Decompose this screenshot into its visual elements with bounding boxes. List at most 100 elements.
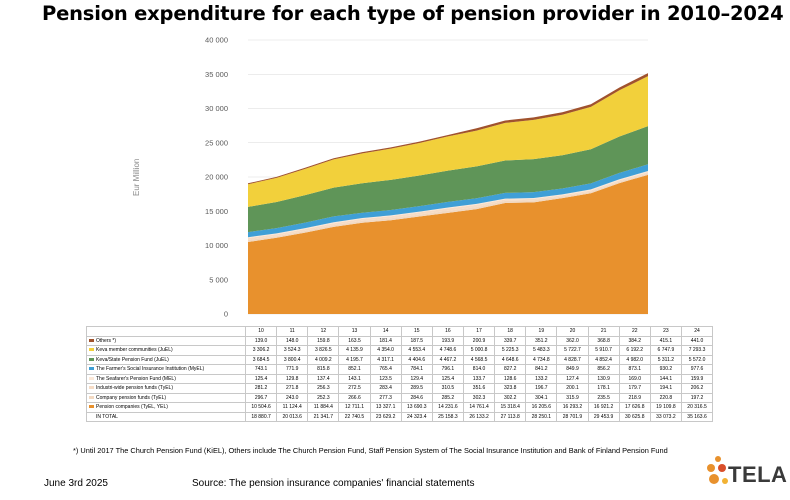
legend-label: Others *) <box>96 337 117 344</box>
x-tick-label: 17 <box>462 326 496 337</box>
data-value-cell: 125.4 <box>431 373 464 384</box>
data-value-cell: 339.7 <box>494 335 527 346</box>
data-value-cell: 827.2 <box>494 364 527 375</box>
series-area <box>248 126 648 233</box>
data-value-cell: 277.3 <box>369 392 402 403</box>
x-tick-label: 19 <box>525 326 558 337</box>
data-value-cell: 200.1 <box>556 383 589 394</box>
data-value-cell: 302.2 <box>494 392 527 403</box>
y-tick-label: 15 000 <box>205 207 228 216</box>
data-value-cell: 13 690.3 <box>400 402 433 413</box>
data-value-cell: 4 828.7 <box>556 354 589 365</box>
data-value-cell: 4 317.1 <box>369 354 402 365</box>
data-value-cell: 771.9 <box>276 364 309 375</box>
y-tick-label: 35 000 <box>205 70 228 79</box>
data-value-cell: 4 734.8 <box>525 354 558 365</box>
data-value-cell: 283.4 <box>369 383 402 394</box>
data-value-cell: 16 293.2 <box>556 402 589 413</box>
table-row: Others *) 139.0 148.0 159.8 163.5 181.4 187.5 1… <box>86 335 714 346</box>
data-value-cell: 415.1 <box>649 335 682 346</box>
date-label: June 3rd 2025 <box>44 478 108 489</box>
total-value-cell: 28 701.9 <box>556 411 589 422</box>
data-value-cell: 6 192.2 <box>618 345 651 356</box>
data-value-cell: 143.1 <box>338 373 371 384</box>
data-value-cell: 351.6 <box>462 383 496 394</box>
legend-entry: Others *) <box>86 335 246 346</box>
data-value-cell: 179.7 <box>618 383 651 394</box>
data-value-cell: 441.0 <box>680 335 714 346</box>
y-tick-label: 30 000 <box>205 104 228 113</box>
series-area <box>248 164 648 238</box>
data-value-cell: 4 568.5 <box>462 354 496 365</box>
data-value-cell: 10 504.6 <box>244 402 278 413</box>
total-value-cell: 35 163.6 <box>680 411 714 422</box>
table-row: Industri-wide pension funds (TyEL) 281.2 2… <box>86 383 714 394</box>
series-area <box>248 170 648 239</box>
footnote: *) Until 2017 The Church Pension Fund (K… <box>73 446 668 455</box>
total-value-cell: 30 625.8 <box>618 411 651 422</box>
data-value-cell: 15 318.4 <box>494 402 527 413</box>
legend-swatch <box>89 338 94 342</box>
data-value-cell: 5 000.8 <box>462 345 496 356</box>
data-value-cell: 169.0 <box>618 373 651 384</box>
data-value-cell: 852.1 <box>338 364 371 375</box>
x-tick-label: 22 <box>618 326 651 337</box>
data-value-cell: 14 231.6 <box>431 402 464 413</box>
data-value-cell: 272.5 <box>338 383 371 394</box>
data-value-cell: 3 684.5 <box>244 354 278 365</box>
data-value-cell: 281.2 <box>244 383 278 394</box>
total-value-cell: 20 013.6 <box>276 411 309 422</box>
table-row: Company pension funds (TyEL) 296.7 243.0 25… <box>86 392 714 403</box>
data-value-cell: 296.7 <box>244 392 278 403</box>
logo-dots-icon <box>707 456 728 484</box>
data-value-cell: 14 761.4 <box>462 402 496 413</box>
total-label: IN TOTAL <box>86 411 246 422</box>
data-value-cell: 814.0 <box>462 364 496 375</box>
data-value-cell: 178.1 <box>587 383 620 394</box>
table-row: The Farmer's Social Insurance Institutio… <box>86 364 714 375</box>
total-value-cell: 24 323.4 <box>400 411 433 422</box>
series-area <box>248 76 648 207</box>
data-value-cell: 815.8 <box>307 364 340 375</box>
x-tick-label: 16 <box>431 326 464 337</box>
legend-label: Industri-wide pension funds (TyEL) <box>96 385 173 391</box>
data-value-cell: 4 553.4 <box>400 345 433 356</box>
total-value-cell: 22 740.5 <box>338 411 371 422</box>
x-tick-label: 12 <box>307 326 340 337</box>
legend-swatch <box>89 357 94 361</box>
y-axis-ticks: 0 5 000 10 000 15 000 20 000 25 000 30 000 35 0… <box>205 36 228 319</box>
data-value-cell: 362.0 <box>556 335 589 346</box>
data-value-cell: 4 648.6 <box>494 354 527 365</box>
data-value-cell: 7 293.3 <box>680 345 714 356</box>
y-tick-label: 25 000 <box>205 138 228 147</box>
series-area <box>248 173 648 243</box>
data-value-cell: 266.6 <box>338 392 371 403</box>
source-label: Source: The pension insurance companies'… <box>192 478 475 489</box>
data-value-cell: 285.2 <box>431 392 464 403</box>
table-row: Pension companies (TyEL, YEL) 10 504.6 11 … <box>86 402 714 413</box>
data-value-cell: 163.5 <box>338 335 371 346</box>
data-value-cell: 243.0 <box>276 392 309 403</box>
data-value-cell: 139.0 <box>244 335 278 346</box>
data-value-cell: 130.9 <box>587 373 620 384</box>
data-value-cell: 193.9 <box>431 335 464 346</box>
table-header-row: 10 11 12 13 14 15 16 17 18 19 20 21 22 23 24 <box>86 326 714 337</box>
legend-entry: Pension companies (TyEL, YEL) <box>86 402 246 413</box>
data-value-cell: 4 467.2 <box>431 354 464 365</box>
legend-label: The Seafarer's Pension Fund (MEL) <box>96 375 176 382</box>
data-value-cell: 849.9 <box>556 364 589 375</box>
data-value-cell: 6 747.9 <box>649 345 682 356</box>
data-value-cell: 796.1 <box>431 364 464 375</box>
data-value-cell: 148.0 <box>276 335 309 346</box>
data-value-cell: 206.2 <box>680 383 714 394</box>
legend-entry: Industri-wide pension funds (TyEL) <box>86 383 246 394</box>
data-value-cell: 256.3 <box>307 383 340 394</box>
data-value-cell: 271.8 <box>276 383 309 394</box>
chart-title: Pension expenditure for each type of pen… <box>42 2 784 25</box>
total-value-cell: 18 880.7 <box>244 411 278 422</box>
data-value-cell: 197.2 <box>680 392 714 403</box>
data-value-cell: 200.9 <box>462 335 496 346</box>
legend-entry: Company pension funds (TyEL) <box>86 392 246 403</box>
data-value-cell: 4 748.6 <box>431 345 464 356</box>
data-value-cell: 304.1 <box>525 392 558 403</box>
